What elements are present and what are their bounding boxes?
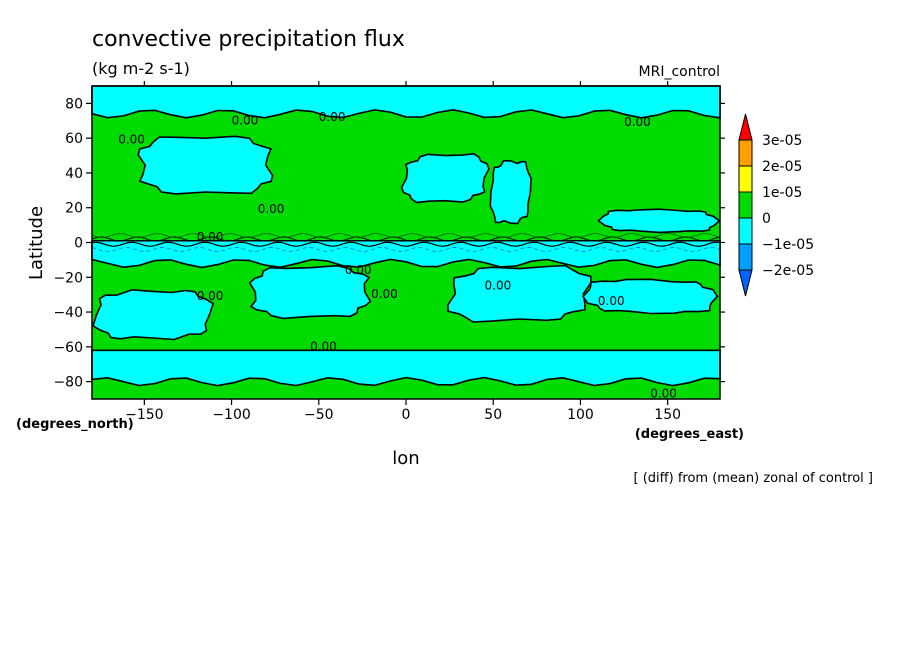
x-tick-label: 150 — [654, 407, 681, 423]
y-tick-label: 0 — [74, 236, 83, 252]
chart-title: convective precipitation flux — [92, 27, 405, 52]
contour-label: 0.00 — [650, 386, 677, 400]
contour-label: 0.00 — [258, 202, 285, 216]
contour-label: 0.00 — [197, 230, 224, 244]
colorbar: 3e-05 2e-05 1e-05 0 −1e-05 −2e-05 — [738, 113, 814, 297]
y-tick-label: −60 — [53, 340, 83, 356]
chart-subtitle: (kg m-2 s-1) — [92, 59, 190, 78]
y-tick-label: 60 — [65, 131, 83, 147]
y-unit-label: (degrees_north) — [16, 417, 134, 432]
x-tick-label: 50 — [484, 407, 502, 423]
contour-labels: 0.00 0.00 0.00 0.00 0.00 0.00 0.00 0.00 0.00 0.00… — [118, 110, 677, 400]
footnote: [ (diff) from (mean) zonal of control ] — [634, 471, 873, 486]
colorbar-band — [738, 139, 753, 167]
colorbar-band — [738, 165, 753, 193]
y-tick-label: −20 — [53, 270, 83, 286]
contour-label: 0.00 — [371, 287, 398, 301]
contour-region — [597, 208, 721, 234]
x-tick-label: −50 — [304, 407, 334, 423]
y-axis-label: Latitude — [26, 206, 47, 280]
colorbar-level-label: 0 — [762, 211, 771, 227]
colorbar-band — [738, 191, 753, 219]
x-tick-label: −100 — [212, 407, 250, 423]
colorbar-level-label: 1e-05 — [762, 185, 802, 201]
contour-region — [400, 152, 490, 204]
equatorial-contour-line — [91, 246, 721, 252]
colorbar-band — [738, 269, 753, 297]
contour-label: 0.00 — [485, 279, 512, 293]
x-tick-label: −150 — [125, 407, 163, 423]
contour-label: 0.00 — [624, 115, 651, 129]
equatorial-contour-line — [91, 233, 721, 239]
contour-regions — [91, 85, 721, 387]
y-tick-label: 80 — [65, 96, 83, 112]
colorbar-level-label: 2e-05 — [762, 159, 802, 175]
contour-label: 0.00 — [345, 263, 372, 277]
contour-region — [582, 278, 719, 315]
contour-region — [137, 135, 274, 195]
contour-region — [248, 264, 372, 320]
y-tick-label: −40 — [53, 305, 83, 321]
colorbar-level-label: −1e-05 — [762, 237, 814, 253]
dataset-label: MRI_control — [639, 64, 720, 80]
colorbar-band — [738, 217, 753, 245]
contour-region — [91, 85, 721, 119]
contour-label: 0.00 — [197, 289, 224, 303]
x-axis-ticks: −150 −100 −50 0 50 100 150 — [125, 81, 681, 423]
contour-label: 0.00 — [232, 113, 259, 127]
x-tick-label: 100 — [567, 407, 594, 423]
y-tick-label: −80 — [53, 375, 83, 391]
contour-label: 0.00 — [118, 132, 145, 146]
colorbar-band — [738, 113, 753, 141]
contour-label: 0.00 — [598, 294, 625, 308]
equatorial-contour-band — [91, 233, 721, 252]
x-axis-label: lon — [392, 448, 419, 469]
contour-region — [447, 264, 592, 323]
equatorial-contour-line — [91, 241, 721, 247]
y-tick-label: 40 — [65, 166, 83, 182]
contour-label: 0.00 — [310, 339, 337, 353]
x-tick-label: 0 — [402, 407, 411, 423]
plot-area: 0.00 0.00 0.00 0.00 0.00 0.00 0.00 0.00 0.00 0.00… — [91, 85, 721, 400]
contour-region — [92, 288, 215, 341]
colorbar-level-label: 3e-05 — [762, 133, 802, 149]
colorbar-level-label: −2e-05 — [762, 263, 814, 279]
contour-region — [489, 159, 532, 225]
colorbar-band — [738, 243, 753, 271]
y-axis-ticks: −80 −60 −40 −20 0 20 40 60 80 — [53, 96, 725, 391]
y-tick-label: 20 — [65, 201, 83, 217]
x-unit-label: (degrees_east) — [635, 427, 744, 442]
contour-label: 0.00 — [319, 110, 346, 124]
